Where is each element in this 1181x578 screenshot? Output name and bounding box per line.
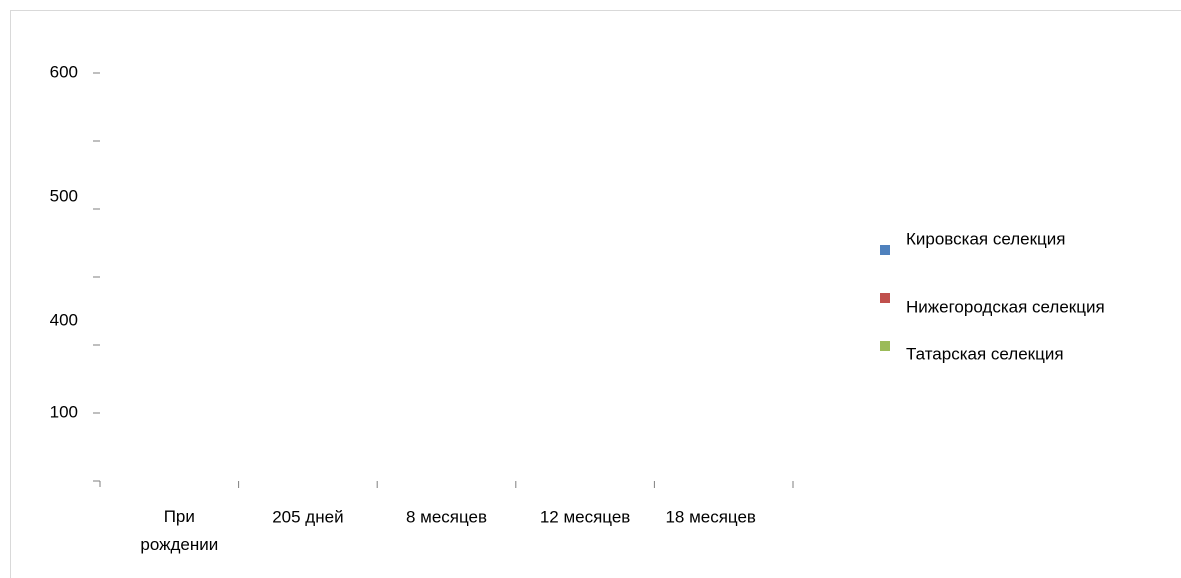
x-tick-label: 8 месяцев bbox=[406, 507, 487, 526]
y-tick-label: 100 bbox=[50, 402, 78, 421]
chart-border bbox=[10, 10, 1181, 578]
x-tick-label: 205 дней bbox=[272, 507, 343, 526]
legend-label: Нижегородская селекция bbox=[906, 297, 1105, 316]
legend-label: Татарская селекция bbox=[906, 344, 1064, 363]
legend-label: Кировская селекция bbox=[906, 229, 1065, 248]
x-tick-label: 12 месяцев bbox=[540, 507, 631, 526]
x-tick-label: 18 месяцев bbox=[665, 507, 756, 526]
x-tick-label: При рождении bbox=[140, 507, 218, 554]
y-tick-label: 500 bbox=[50, 186, 78, 205]
y-tick-label: 600 bbox=[50, 62, 78, 81]
y-tick-label: 400 bbox=[50, 310, 78, 329]
legend-swatch bbox=[880, 341, 890, 351]
legend-swatch bbox=[880, 245, 890, 255]
legend-swatch bbox=[880, 293, 890, 303]
